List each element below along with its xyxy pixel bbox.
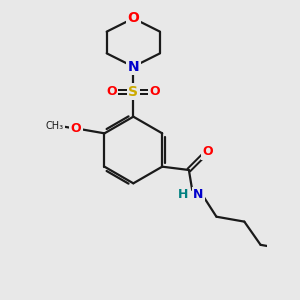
Text: N: N — [128, 60, 139, 74]
Text: O: O — [106, 85, 117, 98]
Text: O: O — [150, 85, 160, 98]
Text: CH₃: CH₃ — [45, 121, 64, 131]
Text: O: O — [128, 11, 139, 25]
Text: H: H — [178, 188, 188, 202]
Text: O: O — [202, 145, 212, 158]
Text: N: N — [193, 188, 203, 202]
Text: S: S — [128, 85, 138, 99]
Text: O: O — [71, 122, 81, 135]
